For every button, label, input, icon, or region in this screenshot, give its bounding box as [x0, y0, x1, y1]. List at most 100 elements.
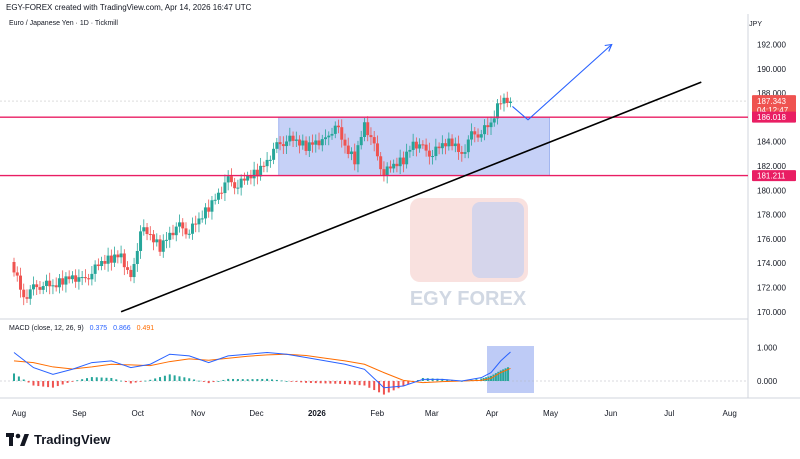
candle-body[interactable] — [265, 159, 269, 167]
candle-body[interactable] — [278, 142, 282, 145]
candle-body[interactable] — [113, 254, 117, 263]
candle-body[interactable] — [161, 240, 165, 252]
candle-body[interactable] — [405, 151, 409, 165]
candle-body[interactable] — [508, 101, 512, 103]
candle-body[interactable] — [304, 140, 308, 151]
candle-body[interactable] — [96, 264, 100, 267]
candle-body[interactable] — [476, 134, 480, 138]
candle-body[interactable] — [216, 192, 220, 200]
candle-body[interactable] — [362, 122, 366, 138]
candle-body[interactable] — [171, 232, 175, 236]
candle-body[interactable] — [210, 200, 214, 212]
candle-body[interactable] — [80, 277, 84, 279]
candle-body[interactable] — [379, 156, 383, 170]
candle-body[interactable] — [353, 151, 357, 165]
candle-body[interactable] — [421, 144, 425, 146]
candle-body[interactable] — [414, 141, 418, 149]
candle-body[interactable] — [483, 125, 487, 135]
candle-body[interactable] — [168, 232, 172, 240]
candle-body[interactable] — [252, 169, 256, 179]
candle-body[interactable] — [268, 159, 272, 161]
candle-body[interactable] — [129, 269, 133, 278]
candle-body[interactable] — [54, 285, 58, 288]
candle-body[interactable] — [239, 178, 243, 188]
candle-body[interactable] — [139, 231, 143, 251]
tradingview-footer[interactable]: TradingView — [6, 432, 110, 447]
candle-body[interactable] — [155, 239, 159, 243]
candle-body[interactable] — [109, 255, 113, 263]
candle-body[interactable] — [301, 140, 305, 146]
macd-highlight-box[interactable] — [487, 346, 534, 393]
candle-body[interactable] — [457, 143, 461, 152]
candle-body[interactable] — [499, 103, 503, 105]
candle-body[interactable] — [116, 254, 120, 258]
candle-body[interactable] — [126, 267, 130, 270]
candle-body[interactable] — [324, 137, 328, 140]
candle-body[interactable] — [87, 278, 91, 280]
candle-body[interactable] — [288, 135, 292, 142]
candle-body[interactable] — [233, 182, 237, 189]
candle-body[interactable] — [22, 289, 26, 298]
candle-body[interactable] — [434, 146, 438, 157]
candle-body[interactable] — [272, 148, 276, 160]
candle-body[interactable] — [398, 157, 402, 167]
candle-body[interactable] — [41, 286, 45, 290]
candle-body[interactable] — [148, 234, 152, 236]
candle-body[interactable] — [470, 131, 474, 140]
candle-body[interactable] — [38, 287, 42, 290]
candle-body[interactable] — [346, 145, 350, 155]
candle-body[interactable] — [25, 297, 29, 299]
candle-body[interactable] — [489, 122, 493, 128]
candle-body[interactable] — [317, 140, 321, 146]
candle-body[interactable] — [418, 144, 422, 149]
candle-body[interactable] — [356, 145, 360, 165]
candle-body[interactable] — [486, 125, 490, 128]
candle-body[interactable] — [463, 152, 467, 154]
candle-body[interactable] — [158, 239, 162, 252]
candle-body[interactable] — [492, 118, 496, 123]
candle-body[interactable] — [255, 169, 259, 177]
candle-body[interactable] — [281, 144, 285, 147]
candle-body[interactable] — [285, 141, 289, 147]
candle-body[interactable] — [93, 264, 97, 274]
candle-body[interactable] — [207, 207, 211, 212]
candle-body[interactable] — [177, 222, 181, 227]
candle-body[interactable] — [83, 277, 87, 279]
candle-body[interactable] — [135, 250, 139, 265]
candle-body[interactable] — [74, 275, 78, 282]
candle-body[interactable] — [294, 139, 298, 141]
candle-body[interactable] — [242, 178, 246, 181]
candle-body[interactable] — [311, 142, 315, 145]
candle-body[interactable] — [447, 138, 451, 147]
candle-body[interactable] — [392, 163, 396, 169]
candle-body[interactable] — [343, 139, 347, 146]
candle-body[interactable] — [31, 284, 35, 290]
candle-body[interactable] — [190, 223, 194, 234]
support-price-tag[interactable] — [752, 170, 796, 182]
candle-body[interactable] — [340, 127, 344, 140]
candle-body[interactable] — [236, 187, 240, 189]
candle-body[interactable] — [314, 140, 318, 145]
candle-body[interactable] — [181, 222, 185, 229]
candle-body[interactable] — [223, 182, 227, 194]
candle-body[interactable] — [187, 233, 191, 235]
candle-body[interactable] — [44, 280, 48, 287]
candle-body[interactable] — [395, 163, 399, 167]
candle-body[interactable] — [307, 142, 311, 151]
candle-body[interactable] — [359, 137, 363, 146]
candle-body[interactable] — [48, 280, 52, 287]
candle-body[interactable] — [12, 261, 16, 273]
projection-path[interactable] — [512, 44, 613, 121]
ascending-trendline[interactable] — [120, 81, 702, 313]
candle-body[interactable] — [262, 165, 266, 167]
candle-body[interactable] — [194, 223, 198, 225]
candle-body[interactable] — [61, 278, 65, 285]
candle-body[interactable] — [275, 142, 279, 149]
candle-body[interactable] — [229, 176, 233, 183]
candle-body[interactable] — [119, 253, 123, 258]
candle-body[interactable] — [132, 264, 136, 278]
candle-body[interactable] — [90, 273, 94, 280]
candle-body[interactable] — [327, 135, 331, 138]
candle-body[interactable] — [100, 261, 104, 267]
